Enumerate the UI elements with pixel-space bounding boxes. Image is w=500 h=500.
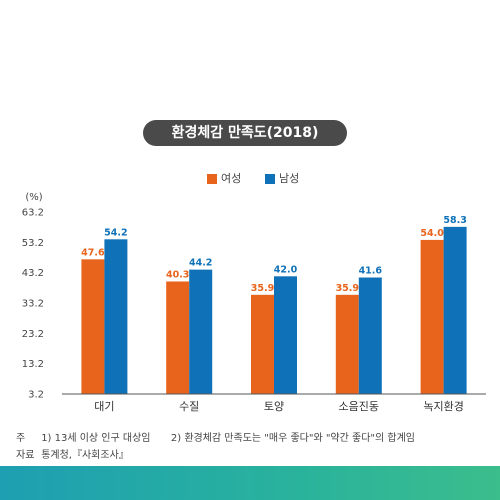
bar-female: [251, 294, 274, 394]
bar-value-label: 40.3: [166, 269, 189, 280]
y-tick-label: 43.2: [22, 268, 44, 279]
bottom-decoration-band: [0, 466, 500, 500]
y-tick-label: 53.2: [22, 238, 44, 249]
bar-male: [443, 226, 467, 394]
bar-value-label: 58.3: [443, 215, 466, 226]
x-tick-label: 대기: [94, 400, 114, 413]
bar-male: [104, 239, 128, 394]
y-axis-ticks: 3.2 13.2 23.2 33.2 43.2 53.2 63.2: [22, 208, 44, 401]
x-tick-label: 수질: [179, 400, 199, 413]
bar-male: [274, 276, 297, 394]
legend-label-male: 남성: [279, 172, 300, 185]
source-key: 자료: [16, 450, 35, 461]
legend-swatch-female: [207, 174, 217, 184]
legend-swatch-male: [265, 174, 275, 184]
note-key: 주: [16, 433, 26, 444]
bar-male: [189, 269, 213, 394]
source-text: 통계청,『사회조사』: [41, 450, 129, 461]
bar-value-label: 47.6: [81, 247, 105, 258]
bar-female: [420, 239, 444, 394]
legend-label-female: 여성: [221, 172, 242, 185]
note-2: 2) 환경체감 만족도는 "매우 좋다"와 "약간 좋다"의 합계임: [170, 433, 415, 444]
bar-value-label: 35.9: [251, 283, 274, 294]
chart-title: 환경체감 만족도(2018): [143, 120, 347, 146]
x-tick-label: 녹지환경: [423, 400, 463, 413]
y-tick-label: 3.2: [28, 390, 44, 401]
bar-value-label: 44.2: [189, 258, 212, 269]
bar-female: [335, 294, 359, 394]
footnotes: 주 1) 13세 이상 인구 대상임 2) 환경체감 만족도는 "매우 좋다"와…: [16, 430, 415, 464]
bar-value-label: 41.6: [359, 266, 383, 277]
y-axis-unit-label: (%): [25, 192, 42, 203]
bar-value-label: 54.2: [104, 227, 127, 238]
x-tick-label: 토양: [264, 400, 284, 413]
note-1: 1) 13세 이상 인구 대상임: [41, 433, 151, 444]
bars: 47.654.240.344.235.942.035.941.654.058.3: [81, 215, 467, 394]
bar-value-label: 42.0: [274, 264, 298, 275]
y-tick-label: 13.2: [22, 359, 44, 370]
bar-male: [358, 277, 382, 394]
bar-value-label: 35.9: [336, 283, 359, 294]
y-tick-label: 63.2: [22, 208, 44, 219]
bar-female: [81, 259, 105, 394]
bar-value-label: 54.0: [420, 228, 444, 239]
y-tick-label: 23.2: [22, 329, 44, 340]
source-row: 자료 통계청,『사회조사』: [16, 447, 415, 464]
x-axis-labels: 대기 수질 토양 소음진동 녹지환경: [94, 400, 464, 413]
y-tick-label: 33.2: [22, 299, 44, 310]
x-tick-label: 소음진동: [339, 400, 379, 413]
bar-female: [166, 281, 190, 394]
note-row: 주 1) 13세 이상 인구 대상임 2) 환경체감 만족도는 "매우 좋다"와…: [16, 430, 415, 447]
